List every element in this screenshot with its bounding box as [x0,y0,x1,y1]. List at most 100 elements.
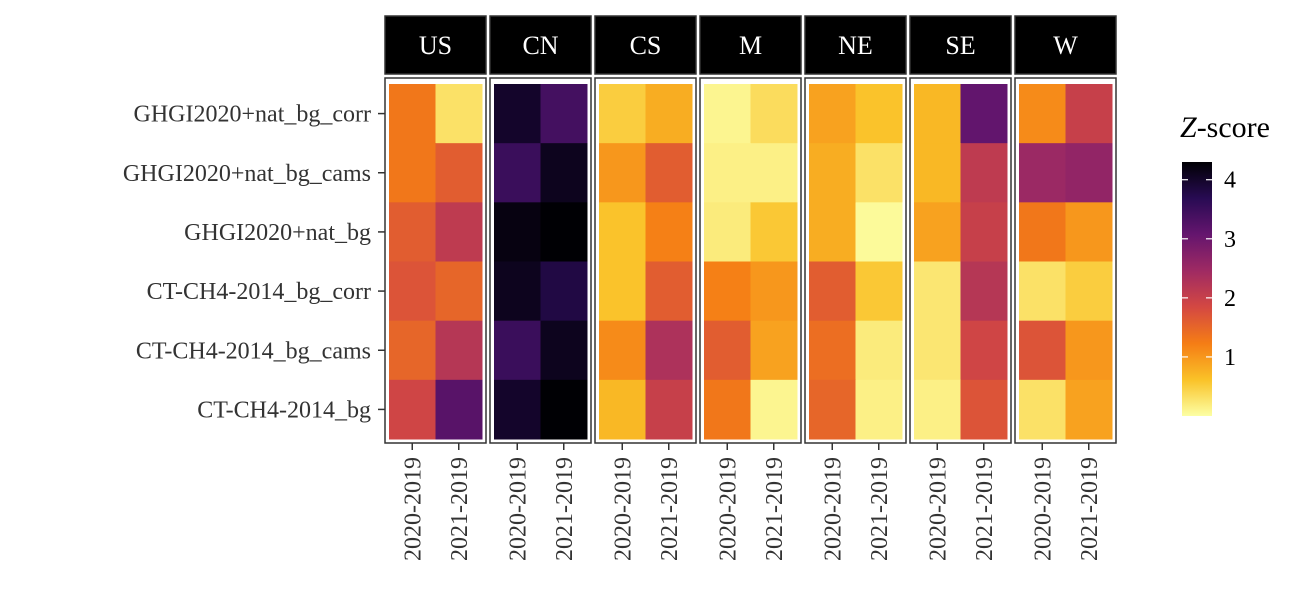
heatmap-cell [1019,320,1066,381]
heatmap-cell [435,143,483,203]
legend-tick-label: 4 [1224,168,1236,194]
legend-title: Z-score [1180,111,1270,144]
heatmap-cell [704,84,751,144]
facet-panel-se: SE [909,15,1012,444]
heatmap-cell [389,84,436,144]
heatmap-cell [599,84,646,144]
heatmap-cell [435,202,483,262]
heatmap-cell [704,379,751,440]
facet-label: CN [522,31,558,60]
x-tick-label: 2020-2019 [400,457,426,561]
heatmap-cell [750,379,798,440]
heatmap-cell [494,143,541,203]
heatmap-cell [1065,143,1113,203]
heatmap-cell [389,261,436,322]
heatmap-cell [704,202,751,262]
legend-ticks: 1 2 3 4 [1182,168,1236,371]
heatmap-cell [855,261,903,322]
heatmap-cell [1019,202,1066,262]
facet-strip [1014,15,1117,75]
facet-label: NE [838,31,873,60]
panel-border [489,77,592,444]
heatmap-cell [494,84,541,144]
heatmap-cell [645,84,693,144]
heatmap-cell [704,320,751,381]
heatmap-cell [750,84,798,144]
facet-panel-m: M [699,15,802,444]
panel-border [384,77,487,444]
x-tick-label: 2020-2019 [820,457,846,561]
heatmap-cell [599,202,646,262]
heatmap-cell [494,379,541,440]
heatmap-cell [855,143,903,203]
panel-border [594,77,697,444]
facet-label: W [1053,31,1078,60]
x-tick-label: 2020-2019 [610,457,636,561]
heatmap-cell [435,379,483,440]
heatmap-cell [750,202,798,262]
facet-label: SE [945,31,975,60]
heatmap-cell [1065,320,1113,381]
heatmap-cell [855,202,903,262]
heatmap-cell [960,379,1008,440]
heatmap-cell [750,320,798,381]
x-tick-label: 2020-2019 [505,457,531,561]
y-tick-label: GHGI2020+nat_bg_corr [134,102,371,128]
heatmap-cell [435,320,483,381]
heatmap-cell [540,320,588,381]
panel-border [699,77,802,444]
legend-colorbar [1182,162,1212,416]
heatmap-cell [1065,261,1113,322]
y-tick-label: GHGI2020+nat_bg [184,220,371,246]
x-tick-label: 2021-2019 [762,457,788,561]
heatmap-cell [645,379,693,440]
y-tick-label: CT-CH4-2014_bg [197,397,371,423]
heatmap-cell [435,261,483,322]
heatmap-cell [389,379,436,440]
heatmap-cell [645,261,693,322]
heatmap-cell [389,143,436,203]
heatmap-cell [540,202,588,262]
x-tick-label: 2021-2019 [867,457,893,561]
heatmap-cell [645,320,693,381]
heatmap-cell [750,261,798,322]
heatmap-cell [1019,84,1066,144]
heatmap-cell [914,143,961,203]
facet-panel-cn: CN [489,15,592,444]
facet-strip [909,15,1012,75]
facet-strip [699,15,802,75]
heatmap-cell [855,84,903,144]
heatmap-cell [494,320,541,381]
heatmap-cell [494,261,541,322]
x-tick-label: 2020-2019 [925,457,951,561]
facet-strip [489,15,592,75]
legend-title-rest: -score [1197,111,1270,144]
heatmap-cell [960,84,1008,144]
heatmap-cell [809,202,856,262]
facet-panel-ne: NE [804,15,907,444]
heatmap-cell [809,320,856,381]
heatmap-cell [540,379,588,440]
heatmap-cell [960,143,1008,203]
facet-label: M [739,31,762,60]
heatmap-cell [914,261,961,322]
heatmap-cell [704,261,751,322]
x-tick-label: 2020-2019 [1030,457,1056,561]
heatmap-cell [1065,202,1113,262]
y-axis: GHGI2020+nat_bg_corr GHGI2020+nat_bg_cams… [123,102,385,423]
facet-strip [804,15,907,75]
x-tick-label: 2021-2019 [447,457,473,561]
heatmap-cell [1019,379,1066,440]
panel-border [1014,77,1117,444]
heatmap-cell [960,261,1008,322]
heatmap-cell [435,84,483,144]
y-tick-label: GHGI2020+nat_bg_cams [123,161,371,187]
heatmap-cell [1019,261,1066,322]
heatmap-cell [599,320,646,381]
heatmap-cell [809,84,856,144]
heatmap-cell [389,320,436,381]
heatmap-cell [855,320,903,381]
facet-panel-us: US [384,15,487,444]
heatmap-cell [645,143,693,203]
